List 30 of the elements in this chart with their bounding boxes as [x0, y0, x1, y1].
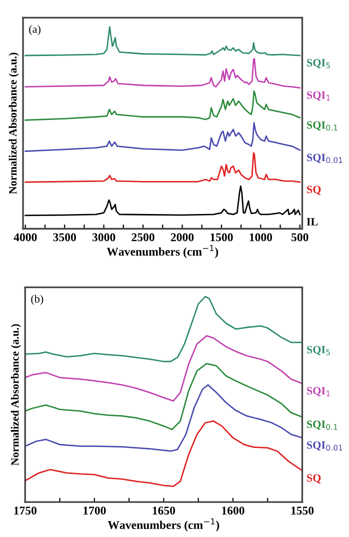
x-tick-label: 1650: [152, 506, 176, 515]
x-tick-label: 2500: [132, 233, 154, 242]
series-label: SQI$_{0.01}$: [306, 441, 342, 451]
annotation: (a): [29, 25, 40, 36]
x-tick-label: 1000: [250, 233, 272, 242]
x-tick-label: 4000: [14, 233, 37, 242]
x-tick-label: 1600: [222, 506, 244, 515]
series-label: SQ: [307, 186, 321, 195]
x-tick-label: 1550: [291, 506, 314, 515]
series-label: SQI$_{0.1}$: [307, 121, 338, 131]
series-label: SQI$_{1}$: [307, 91, 330, 101]
series-label: SQI$_{5}$: [306, 346, 330, 356]
x-tick-label: 1750: [14, 506, 36, 515]
x-axis-title: Wavenumbers (cm$^{−1}$): [106, 245, 218, 258]
series-label: SQI$_{0.1}$: [306, 420, 338, 430]
series-label: SQI$_{5}$: [307, 59, 330, 68]
series-label: SQI$_{1}$: [306, 387, 330, 396]
x-tick-label: 1700: [84, 506, 106, 515]
annotation: (b): [31, 294, 44, 305]
x-tick-label: 500: [292, 233, 308, 242]
series-label: IL: [306, 218, 318, 226]
x-tick-label: 3000: [92, 233, 116, 242]
series-label: SQ: [306, 474, 321, 484]
x-tick-label: 2000: [170, 233, 194, 242]
x-tick-label: 3500: [53, 233, 76, 242]
series-label: SQI$_{0.01}$: [307, 154, 342, 164]
x-axis-title: Wavenumbers (cm$^{−1}$): [108, 518, 220, 532]
y-axis-title: Normalized Absorbance (a.u.): [8, 52, 19, 194]
y-axis-title: Normalized Absorbance (a.u.): [10, 324, 21, 466]
x-tick-label: 1500: [210, 233, 233, 242]
